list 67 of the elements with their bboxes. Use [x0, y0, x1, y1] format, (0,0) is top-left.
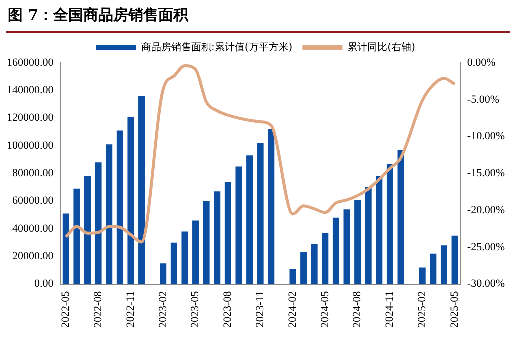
y-tick-label: 120000.00 — [7, 112, 54, 124]
bar — [354, 200, 362, 284]
bar — [170, 242, 178, 284]
y2-tick-label: -10.00% — [467, 130, 505, 143]
y-tick-label: 40000.00 — [12, 222, 54, 235]
bar — [311, 244, 318, 284]
x-tick-label: 2023-05 — [190, 290, 202, 328]
legend-label: 商品房销售面积:累计值(万平方米) — [142, 42, 293, 54]
bar — [182, 232, 188, 284]
bar — [452, 236, 458, 284]
y2-tick-label: -5.00% — [467, 94, 500, 106]
bar — [192, 220, 200, 284]
bar — [74, 188, 80, 284]
y2-tick-label: -25.00% — [467, 241, 505, 254]
y2-tick-label: -15.00% — [467, 168, 505, 180]
y-tick-label: 100000.00 — [7, 140, 54, 152]
bar — [268, 129, 275, 284]
bar — [344, 210, 350, 284]
bar — [300, 252, 308, 284]
bar — [440, 246, 448, 284]
bar — [62, 214, 70, 284]
bar — [236, 166, 242, 284]
x-tick-label: 2025-05 — [448, 290, 461, 328]
y2-tick-label: -30.00% — [467, 278, 505, 290]
bar — [257, 143, 264, 284]
bar — [322, 233, 329, 284]
x-tick-label: 2022-08 — [92, 290, 104, 328]
y-tick-label: 140000.00 — [7, 84, 54, 97]
bar — [128, 116, 134, 284]
x-tick-label: 2024-08 — [352, 290, 364, 328]
x-tick-label: 2022-11 — [124, 291, 137, 328]
bar — [376, 176, 383, 284]
bar — [95, 162, 102, 284]
bar — [332, 218, 340, 284]
x-tick-label: 2024-02 — [286, 291, 299, 328]
line-series — [64, 64, 457, 244]
x-tick-label: 2025-02 — [416, 291, 429, 328]
bar — [203, 201, 210, 284]
x-tick-label: 2023-08 — [222, 290, 234, 328]
y2-tick-label: -20.00% — [467, 204, 505, 216]
bar — [116, 130, 124, 284]
y2-tick-label: 0.00% — [467, 56, 496, 69]
bar — [430, 254, 437, 284]
bar — [386, 164, 394, 284]
legend-label: 累计同比(右轴) — [348, 42, 416, 54]
x-tick-label: 2022-05 — [60, 290, 72, 328]
bar — [138, 96, 146, 284]
x-tick-label: 2024-05 — [319, 290, 332, 328]
x-tick-label: 2023-11 — [254, 291, 266, 328]
bar — [160, 264, 167, 284]
y-tick-label: 60000.00 — [12, 195, 54, 208]
bar — [365, 188, 372, 284]
bar — [419, 268, 426, 284]
bar — [246, 156, 254, 284]
bar — [290, 269, 296, 284]
y-tick-label: 80000.00 — [12, 168, 54, 180]
bar — [398, 150, 404, 284]
bar — [214, 192, 221, 284]
y-tick-label: 160000.00 — [7, 56, 54, 69]
x-tick-label: 2023-02 — [157, 291, 170, 328]
bar — [224, 182, 232, 284]
bar — [84, 176, 91, 284]
chart-title: 图 7：全国商品房销售面积 — [6, 4, 510, 33]
y-tick-label: 20000.00 — [12, 250, 54, 263]
x-tick-label: 2024-11 — [384, 291, 396, 328]
y-tick-label: 0.00 — [34, 278, 54, 290]
bar — [106, 144, 113, 284]
